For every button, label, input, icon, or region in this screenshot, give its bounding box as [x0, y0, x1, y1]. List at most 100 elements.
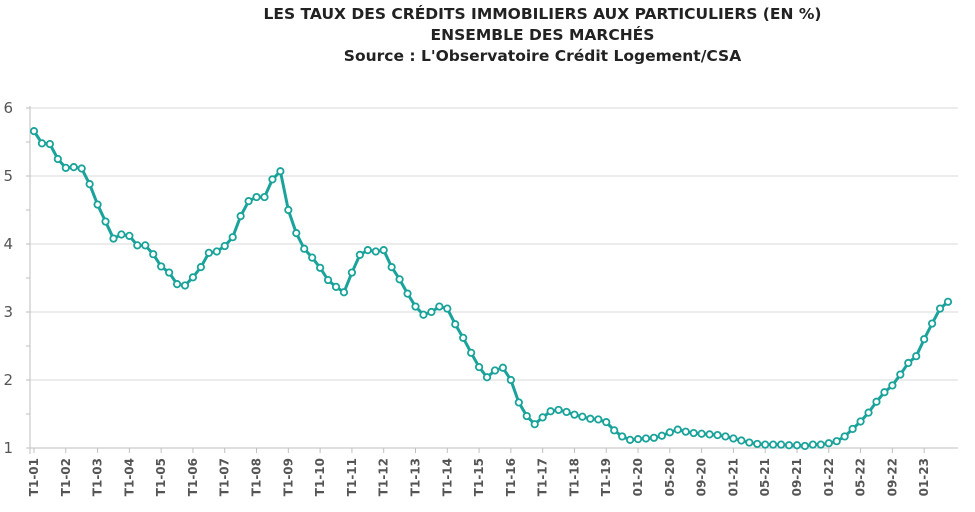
data-point: [920, 335, 929, 344]
data-point: [149, 250, 158, 259]
data-point: [808, 440, 817, 449]
data-point: [387, 263, 396, 272]
data-point: [300, 244, 309, 253]
data-point: [761, 440, 770, 449]
data-point: [236, 212, 245, 221]
data-point: [943, 297, 953, 306]
series-points: [29, 127, 953, 451]
data-point: [769, 440, 778, 449]
data-point: [371, 247, 380, 256]
x-tick-label: T1-05: [154, 458, 168, 496]
y-tick-label: 3: [3, 303, 13, 321]
data-point: [435, 302, 444, 311]
data-point: [244, 197, 253, 206]
data-point: [331, 282, 341, 291]
data-point: [713, 430, 722, 440]
x-tick-label: 05-22: [854, 458, 868, 496]
data-point: [172, 280, 182, 289]
data-point: [832, 437, 841, 446]
x-tick-label: T1-15: [472, 458, 486, 496]
x-tick-label: 05-20: [663, 458, 677, 496]
data-point: [260, 192, 269, 202]
data-point: [204, 248, 213, 257]
data-point: [649, 433, 659, 442]
data-point: [474, 362, 484, 372]
x-tick-label: 09-21: [790, 458, 804, 496]
data-point: [427, 307, 436, 317]
data-point: [689, 428, 698, 438]
data-point: [602, 418, 611, 427]
data-point: [347, 268, 357, 277]
data-point: [157, 262, 166, 271]
data-point: [355, 250, 364, 259]
data-point: [745, 438, 754, 447]
data-point: [411, 302, 420, 311]
data-point: [490, 366, 500, 375]
x-tick-label: 09-20: [695, 458, 709, 496]
data-point: [618, 432, 627, 441]
data-point: [506, 375, 515, 385]
data-point: [403, 289, 412, 298]
data-point: [816, 440, 825, 449]
chart-titles: LES TAUX DES CRÉDITS IMMOBILIERS AUX PAR…: [0, 4, 975, 67]
data-point: [792, 441, 802, 450]
data-point: [928, 319, 937, 328]
x-tick-label: 01-23: [917, 458, 931, 496]
data-point: [705, 430, 714, 439]
x-tick-label: T1-09: [281, 458, 295, 496]
data-point: [904, 358, 913, 368]
data-point: [554, 405, 563, 415]
data-point: [562, 407, 571, 417]
x-tick-label: T1-02: [59, 458, 73, 496]
chart-source: Source : L'Observatoire Crédit Logement/…: [343, 47, 742, 65]
data-point: [538, 413, 547, 422]
data-point: [594, 415, 603, 424]
data-point: [252, 192, 261, 202]
x-tick-label: 01-22: [822, 458, 836, 496]
data-point: [514, 398, 523, 407]
x-tick-label: T1-06: [186, 458, 200, 496]
x-tick-label: 09-22: [885, 458, 899, 496]
data-point: [379, 246, 388, 255]
data-point: [117, 230, 126, 239]
x-tick-label: T1-03: [91, 458, 105, 496]
data-point: [443, 304, 452, 313]
y-tick-label: 5: [3, 167, 13, 185]
y-tick-label: 6: [3, 99, 13, 117]
data-point: [784, 441, 794, 450]
data-point: [546, 407, 555, 416]
data-point: [220, 241, 229, 251]
data-point: [61, 163, 70, 172]
data-point: [339, 288, 349, 297]
data-point: [93, 200, 102, 209]
data-point: [308, 253, 317, 262]
data-point: [125, 231, 134, 240]
data-point: [212, 247, 221, 256]
y-axis: 1 2 3 4 5 6: [3, 99, 31, 457]
y-tick-label: 2: [3, 371, 13, 389]
x-tick-label: 01-21: [726, 458, 740, 496]
data-point: [912, 352, 921, 361]
data-point: [284, 205, 293, 215]
data-point: [522, 411, 531, 421]
data-point: [188, 273, 198, 282]
data-point: [935, 304, 945, 313]
data-point: [681, 427, 690, 436]
data-point: [419, 310, 428, 319]
data-point: [753, 439, 762, 449]
x-tick-label: T1-08: [250, 458, 264, 496]
data-point: [896, 370, 905, 379]
data-point: [133, 241, 142, 250]
data-point: [53, 154, 62, 164]
x-axis: T1-01 T1-02 T1-03 T1-04 T1-05 T1-06 T1-07 T1-08…: [27, 447, 958, 496]
x-tick-label: T1-07: [218, 458, 232, 496]
x-tick-label: T1-01: [27, 458, 41, 496]
data-point: [530, 420, 539, 429]
data-point: [109, 234, 118, 243]
y-tick-label: 4: [3, 235, 13, 253]
x-tick-label: T1-13: [408, 458, 422, 496]
x-tick-label: T1-18: [567, 458, 581, 496]
data-point: [316, 263, 325, 272]
data-point: [856, 417, 865, 426]
